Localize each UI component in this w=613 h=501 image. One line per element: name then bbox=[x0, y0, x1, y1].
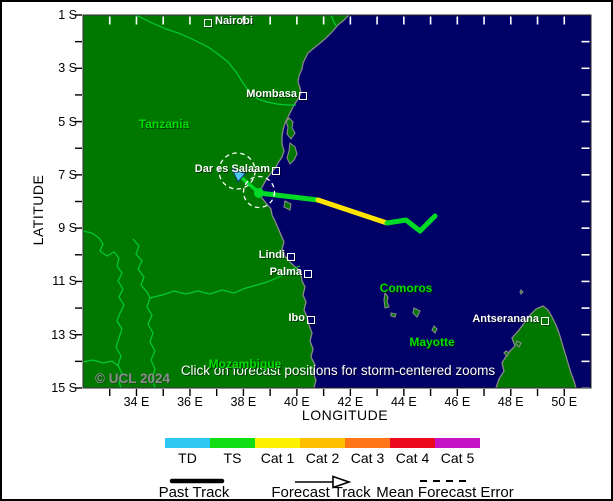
city-marker-ibo bbox=[307, 316, 315, 324]
colorbar-label-cat3: Cat 3 bbox=[350, 450, 385, 466]
storm-track-layer bbox=[218, 152, 438, 234]
city-label-ibo: Ibo bbox=[288, 312, 306, 324]
island bbox=[285, 117, 296, 140]
x-tick-label: 38 E bbox=[230, 395, 257, 409]
legend-item-label-2: Mean Forecast Error bbox=[376, 484, 514, 501]
city-label-dar-es-salaam: Dar es Salaam bbox=[194, 163, 270, 175]
islands bbox=[283, 117, 524, 357]
city-marker-palma bbox=[304, 270, 312, 278]
city-label-palma: Palma bbox=[269, 266, 302, 278]
island bbox=[515, 340, 522, 348]
colorbar-label-cat5: Cat 5 bbox=[440, 450, 475, 466]
colorbar-swatch-ts bbox=[210, 438, 255, 448]
legend-symbols bbox=[169, 475, 470, 489]
colorbar-swatch-cat4 bbox=[390, 438, 435, 448]
y-tick-label: 1 S bbox=[58, 8, 77, 22]
x-tick-label: 50 E bbox=[551, 395, 578, 409]
country-border-line bbox=[135, 15, 296, 106]
colorbar-swatch-cat5 bbox=[435, 438, 480, 448]
x-tick-label: 48 E bbox=[497, 395, 524, 409]
island bbox=[519, 289, 524, 295]
x-tick-label: 42 E bbox=[337, 395, 364, 409]
current-storm-position-dot[interactable] bbox=[254, 188, 264, 198]
city-marker-antseranana bbox=[541, 317, 549, 325]
city-marker-dar-es-salaam bbox=[272, 167, 280, 175]
x-tick-label: 36 E bbox=[177, 395, 203, 409]
city-label-lindi: Lindi bbox=[258, 249, 285, 261]
country-label-mozambique: Mozambique bbox=[208, 357, 282, 371]
island bbox=[431, 325, 438, 334]
colorbar-label-cat2: Cat 2 bbox=[305, 450, 340, 466]
island bbox=[412, 307, 421, 318]
island bbox=[286, 141, 298, 165]
mean-forecast-error-circle bbox=[242, 175, 276, 209]
y-tick-label: 7 S bbox=[58, 167, 77, 182]
country-border-line bbox=[83, 230, 125, 388]
y-tick-label: 11 S bbox=[52, 274, 77, 289]
past-track-segment-ts bbox=[256, 190, 321, 203]
legend-item-label-1: Forecast Track bbox=[271, 484, 371, 501]
zoom-hint-text: Click on forecast positions for storm-ce… bbox=[180, 363, 496, 378]
country-border-line bbox=[132, 238, 156, 388]
forecast-track-line bbox=[240, 176, 259, 193]
city-label-nairobi: Nairobi bbox=[215, 15, 253, 27]
city-label-mombasa: Mombasa bbox=[246, 88, 297, 100]
mean-forecast-error-circle bbox=[218, 152, 256, 190]
x-tick-label: 40 E bbox=[284, 395, 310, 409]
x-tick-label: 44 E bbox=[390, 395, 417, 409]
forecast-track-symbol-arrowhead bbox=[332, 475, 352, 489]
colorbar-swatch-cat3 bbox=[345, 438, 390, 448]
country-borders bbox=[83, 15, 337, 388]
y-tick-label: 3 S bbox=[58, 61, 77, 76]
country-border-line bbox=[330, 15, 337, 27]
city-label-antseranana: Antseranana bbox=[472, 313, 539, 325]
colorbar-swatch-td bbox=[165, 438, 210, 448]
colorbar-swatch-cat2 bbox=[300, 438, 345, 448]
city-marker-lindi bbox=[287, 253, 295, 261]
city-marker-mombasa bbox=[299, 92, 307, 100]
past-track-segment-cat1 bbox=[315, 197, 390, 226]
x-tick-label: 34 E bbox=[123, 395, 150, 409]
colorbar-label-td: TD bbox=[178, 450, 197, 466]
country-label-tanzania: Tanzania bbox=[138, 117, 190, 131]
forecast-position-arrowhead[interactable] bbox=[231, 168, 247, 183]
y-tick-label: 9 S bbox=[58, 221, 77, 236]
madagascar-land bbox=[495, 305, 577, 388]
map-frame bbox=[82, 14, 592, 389]
y-tick-label: 15 S bbox=[51, 381, 77, 395]
copyright-text: © UCL 2024 bbox=[95, 371, 170, 386]
island bbox=[503, 350, 510, 357]
country-border-line bbox=[83, 359, 119, 367]
country-border-line bbox=[149, 265, 301, 299]
colorbar-label-ts: TS bbox=[223, 450, 242, 466]
island bbox=[383, 291, 390, 309]
island bbox=[390, 312, 397, 318]
y-tick-label: 5 S bbox=[58, 114, 77, 129]
colorbar-swatch-cat1 bbox=[255, 438, 300, 448]
axis-ticks bbox=[75, 14, 590, 396]
y-tick-label: 13 S bbox=[51, 327, 77, 342]
island bbox=[283, 200, 292, 211]
x-tick-label: 46 E bbox=[444, 395, 471, 409]
past-track-segment-ts bbox=[384, 213, 438, 234]
city-marker-nairobi bbox=[204, 19, 212, 27]
legend-item-label-0: Past Track bbox=[158, 484, 230, 501]
colorbar-label-cat1: Cat 1 bbox=[260, 450, 295, 466]
country-label-mayotte: Mayotte bbox=[409, 335, 455, 349]
x-axis-title: LONGITUDE bbox=[301, 407, 389, 423]
colorbar-label-cat4: Cat 4 bbox=[395, 450, 430, 466]
intensity-colorbar bbox=[165, 438, 480, 448]
country-label-comoros: Comoros bbox=[379, 281, 433, 295]
